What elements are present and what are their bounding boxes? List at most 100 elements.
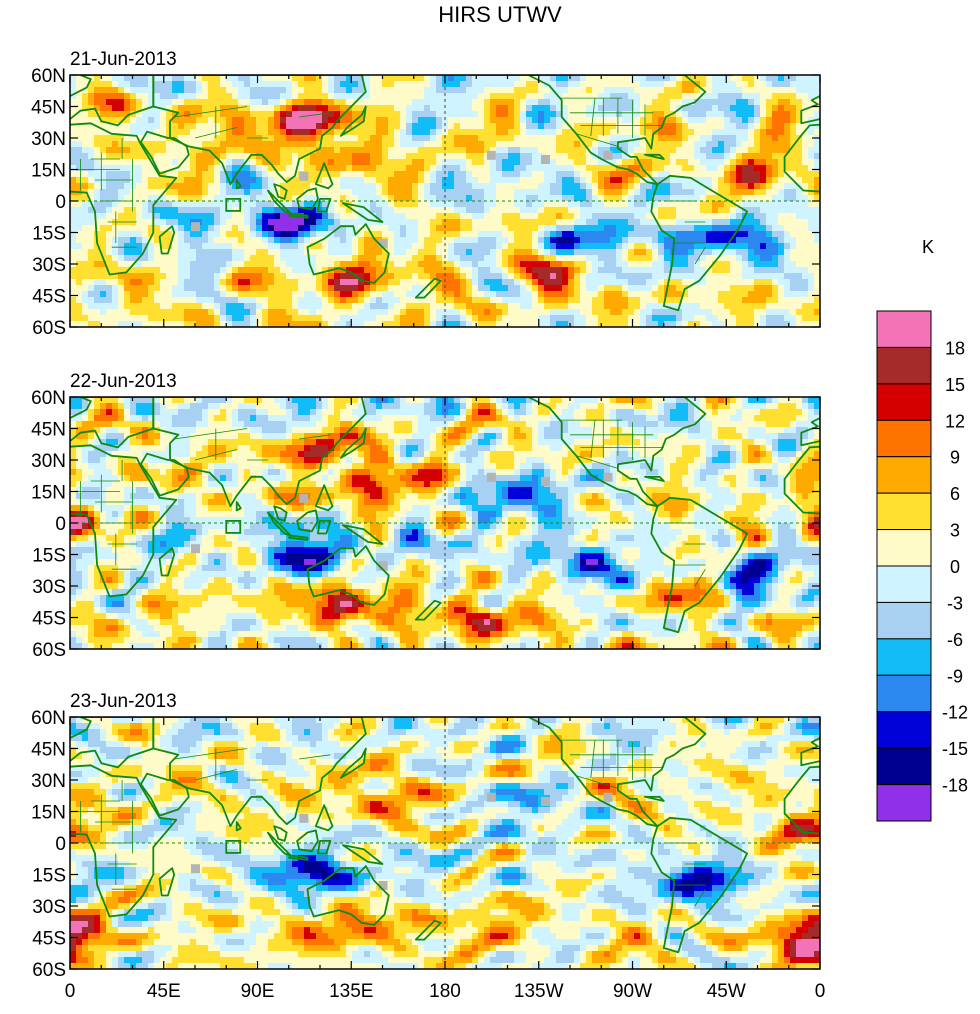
missing-data-square <box>299 813 309 823</box>
border-line <box>590 740 596 778</box>
coastline-cuba <box>644 153 665 160</box>
x-tick-label: 0 <box>65 981 76 1002</box>
y-tick-label: 45N <box>31 740 66 761</box>
y-tick-label: 15S <box>32 866 66 887</box>
border-line <box>299 112 331 118</box>
coastlines <box>70 397 820 634</box>
anomaly-field <box>70 397 820 649</box>
missing-data-marks <box>191 472 613 570</box>
border-line <box>590 420 596 458</box>
y-tick-label: 45N <box>31 420 66 441</box>
island-outline <box>225 840 242 854</box>
panel-date-label: 21-Jun-2013 <box>70 49 177 70</box>
coastline-australia <box>306 223 390 284</box>
y-tick-label: 60N <box>31 708 66 729</box>
x-tick-label: 180 <box>429 981 461 1002</box>
coastline-africa <box>70 122 178 276</box>
coastline-newguinea <box>342 844 384 865</box>
coastline-europe <box>800 417 820 447</box>
plot-area <box>70 397 820 649</box>
y-tick-label: 60N <box>31 66 66 87</box>
coastline-borneo <box>296 829 319 853</box>
coastline-madagascar <box>158 225 176 255</box>
plot-area <box>70 717 820 969</box>
colorbar-box <box>876 529 932 567</box>
x-tick-label: 45E <box>147 981 181 1002</box>
y-tick-label: 15N <box>31 161 66 182</box>
colorbar-box <box>876 492 932 531</box>
x-tick-label: 135W <box>514 981 564 1002</box>
coastline-namerica <box>469 397 707 508</box>
y-tick-label: 30S <box>32 255 66 276</box>
missing-data-marks <box>191 792 613 890</box>
coastline-sulawesi <box>317 198 332 213</box>
coastlines <box>70 717 820 954</box>
colorbar-box <box>876 711 932 749</box>
colorbar-label: 15 <box>945 375 965 395</box>
missing-data-square <box>603 150 613 160</box>
coastline-philippines <box>314 162 334 190</box>
coastline-asia <box>152 397 367 508</box>
coastline-sulawesi <box>317 840 332 855</box>
y-tick-label: 0 <box>55 834 66 855</box>
y-tick-label: 60S <box>32 318 66 339</box>
coastline-nz <box>414 599 442 621</box>
x-tick-label: 135E <box>329 981 373 1002</box>
coastline-indochina <box>273 183 288 200</box>
colorbar-units-label: K <box>922 237 934 257</box>
coastline-australia <box>306 545 390 606</box>
border-line <box>576 455 619 469</box>
panel-date-label: 22-Jun-2013 <box>70 371 177 392</box>
colorbar-box <box>876 310 932 348</box>
coastline-arabia <box>139 452 190 497</box>
coastline-samerica <box>650 174 748 312</box>
coastline-australia <box>306 865 390 926</box>
missing-data-square <box>541 797 550 806</box>
coastline-indochina <box>273 505 288 522</box>
missing-data-square <box>541 477 550 486</box>
y-tick-label: 30N <box>31 129 66 150</box>
plot-area <box>70 75 820 327</box>
y-tick-label: 15N <box>31 483 66 504</box>
missing-data-marks <box>191 150 613 248</box>
coastline-samerica <box>650 496 748 634</box>
y-tick-label: 30S <box>32 577 66 598</box>
coastline-sulawesi <box>317 520 332 535</box>
y-tick-label: 15S <box>32 546 66 567</box>
missing-data-square <box>191 222 200 232</box>
missing-data-square <box>603 792 613 802</box>
colorbar-label: 12 <box>945 411 965 431</box>
borders <box>70 97 706 265</box>
anomaly-field <box>70 75 820 327</box>
x-tick-label: 45W <box>707 981 746 1002</box>
coastline-sumatra <box>267 831 292 857</box>
colorbar-box <box>876 346 932 385</box>
colorbar-box <box>876 456 932 494</box>
colorbar-label: 6 <box>950 484 960 504</box>
island-outline <box>225 197 242 212</box>
coastline-indochina <box>273 825 288 842</box>
coastline-cuba <box>644 475 665 482</box>
borders <box>70 739 706 907</box>
colorbar-box <box>876 674 932 713</box>
y-tick-label: 45S <box>32 287 66 308</box>
colorbar-label: 9 <box>950 448 960 468</box>
missing-data-square <box>486 472 496 482</box>
coastline-newguinea <box>342 202 384 223</box>
colorbar-box <box>876 784 932 822</box>
y-tick-label: 60S <box>32 640 66 661</box>
coastline-srilanka <box>235 501 242 512</box>
coastline-borneo <box>296 509 319 533</box>
colorbar-label: 3 <box>950 521 960 541</box>
y-tick-label: 15N <box>31 803 66 824</box>
coastline-samerica <box>650 816 748 954</box>
coastline-nz <box>414 919 442 941</box>
coastline-srilanka <box>235 821 242 832</box>
coastline-europe <box>70 717 155 769</box>
border-line <box>299 754 331 760</box>
figure-title: HIRS UTWV <box>438 2 562 27</box>
border-line <box>576 775 619 789</box>
coastline-madagascar <box>158 547 176 577</box>
border-line <box>590 98 596 136</box>
